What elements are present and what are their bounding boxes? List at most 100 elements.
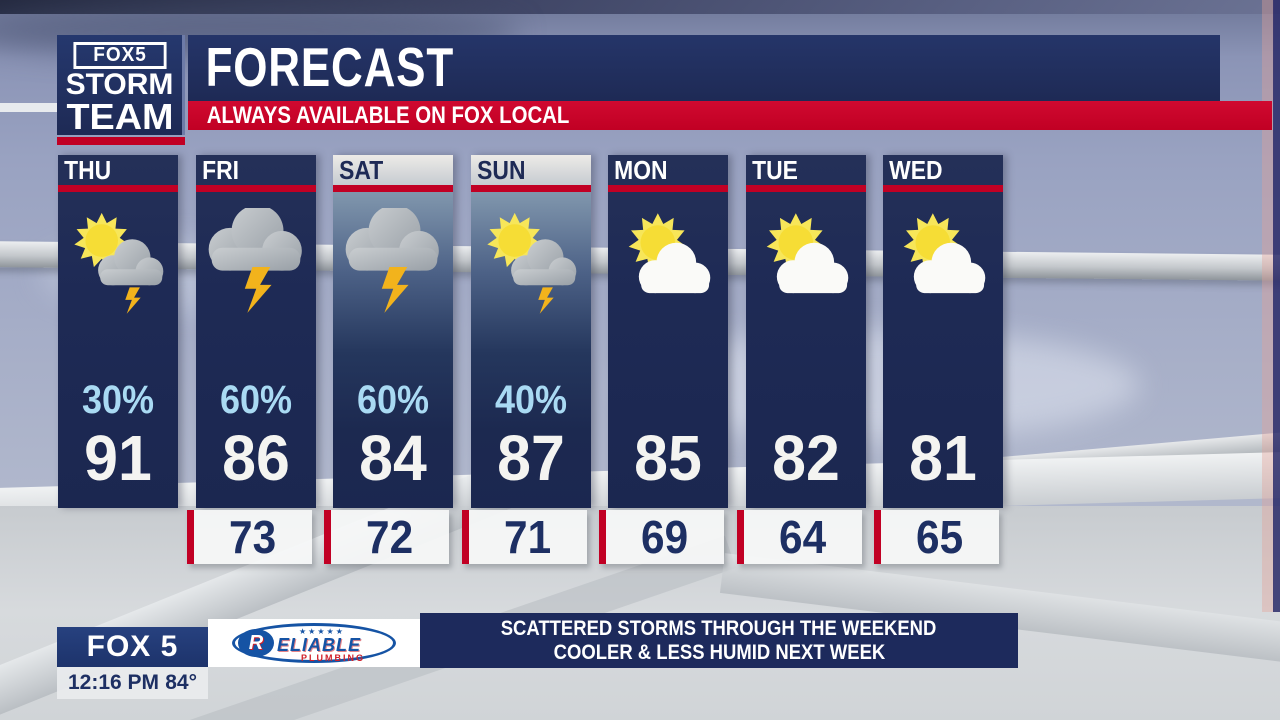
forecast-day-wed: WED 81 65 bbox=[874, 155, 1003, 564]
forecast-day-sun: SUN 40% 87 71 bbox=[461, 155, 591, 564]
partly-cloudy-icon bbox=[766, 213, 848, 294]
storm-team-logo: FOX5 STORM TEAM bbox=[57, 35, 185, 135]
station-bug: FOX 5 bbox=[57, 627, 208, 667]
sponsor-name: ELIABLE bbox=[277, 635, 362, 655]
precip-chance bbox=[752, 378, 860, 422]
day-header-redbar bbox=[195, 185, 316, 192]
screen-edge-artifact bbox=[1273, 0, 1280, 612]
sponsor-logo-oval: R ★★★★★ ELIABLE PLUMBING bbox=[232, 623, 396, 663]
storm-icon bbox=[345, 208, 439, 313]
forecast-day-tue: TUE 82 64 bbox=[736, 155, 866, 564]
day-header: SUN bbox=[470, 155, 591, 185]
weather-ticker: SCATTERED STORMS THROUGH THE WEEKEND COO… bbox=[420, 613, 1018, 668]
spacer bbox=[746, 322, 866, 378]
weather-icon-wrap bbox=[196, 192, 316, 322]
day-column: FRI 60% 86 bbox=[195, 155, 316, 508]
forecast-title-bar: FORECAST bbox=[188, 35, 1220, 101]
day-header: TUE bbox=[746, 155, 866, 185]
weather-icon-wrap bbox=[746, 192, 866, 322]
low-temp-box: 65 bbox=[874, 510, 999, 564]
spacer bbox=[58, 322, 178, 378]
day-label: WED bbox=[889, 155, 943, 185]
precip-chance: 40% bbox=[494, 378, 567, 422]
low-temp-box: 73 bbox=[186, 510, 312, 564]
low-temp-box: 64 bbox=[736, 510, 862, 564]
partly-cloudy-icon bbox=[903, 213, 986, 294]
forecast-subtitle-bar: ALWAYS AVAILABLE ON FOX LOCAL bbox=[188, 101, 1272, 130]
high-temp: 81 bbox=[909, 422, 977, 494]
low-temp-box: 72 bbox=[324, 510, 449, 564]
day-column: THU 30% 91 bbox=[58, 155, 178, 508]
time-temp-bar: 12:16 PM 84° bbox=[57, 667, 208, 699]
low-temp: 69 bbox=[641, 511, 689, 563]
sun-storm-icon bbox=[74, 212, 164, 314]
sponsor-stars: ★★★★★ bbox=[299, 627, 345, 636]
weather-icon-wrap bbox=[471, 192, 591, 322]
high-temp: 82 bbox=[771, 422, 840, 494]
precip-chance: 30% bbox=[81, 378, 155, 422]
logo-storm-text: STORM bbox=[65, 68, 174, 101]
high-temp: 87 bbox=[496, 422, 565, 494]
partly-cloudy-icon bbox=[628, 213, 711, 294]
high-temp: 86 bbox=[221, 422, 290, 494]
weather-icon-wrap bbox=[58, 192, 178, 322]
spacer bbox=[883, 322, 1003, 378]
day-header: FRI bbox=[196, 155, 316, 185]
day-label: THU bbox=[64, 155, 112, 185]
ticker-line-1: SCATTERED STORMS THROUGH THE WEEKEND bbox=[501, 616, 937, 640]
forecast-day-mon: MON 85 69 bbox=[599, 155, 728, 564]
spacer bbox=[196, 322, 316, 378]
day-header-redbar bbox=[333, 185, 453, 192]
spacer bbox=[608, 322, 728, 378]
high-temp: 84 bbox=[359, 422, 427, 494]
fox5-logo-badge: FOX5 bbox=[72, 42, 167, 69]
day-column: SUN 40% 87 bbox=[470, 155, 591, 508]
low-temp: 64 bbox=[778, 511, 827, 563]
low-temp-box: 69 bbox=[599, 510, 724, 564]
weather-icon-wrap bbox=[333, 192, 453, 322]
page-title: FORECAST bbox=[205, 36, 454, 98]
day-header-redbar bbox=[58, 185, 178, 192]
day-column: MON 85 bbox=[608, 155, 728, 508]
day-column: WED 81 bbox=[883, 155, 1003, 508]
weather-icon-wrap bbox=[883, 192, 1003, 322]
day-column: TUE 82 bbox=[745, 155, 866, 508]
storm-icon bbox=[208, 208, 302, 313]
spacer bbox=[471, 322, 591, 378]
high-temp: 91 bbox=[84, 422, 152, 494]
day-header: SAT bbox=[333, 155, 453, 185]
low-temp: 73 bbox=[228, 511, 277, 563]
day-header-redbar bbox=[745, 185, 866, 192]
day-header: THU bbox=[58, 155, 178, 185]
current-temp: 84° bbox=[165, 671, 197, 694]
day-header: MON bbox=[608, 155, 728, 185]
day-label: SAT bbox=[339, 155, 384, 185]
clock-time: 12:16 PM bbox=[68, 671, 160, 694]
day-column: SAT 60% 84 bbox=[333, 155, 453, 508]
ticker-line-2: COOLER & LESS HUMID NEXT WEEK bbox=[553, 640, 885, 664]
day-header-redbar bbox=[470, 185, 591, 192]
screen-edge-artifact bbox=[1262, 0, 1274, 612]
day-label: SUN bbox=[476, 155, 525, 185]
precip-chance bbox=[889, 378, 997, 422]
low-temp: 72 bbox=[366, 511, 414, 563]
sponsor-emblem: R bbox=[238, 629, 274, 657]
low-temp: 71 bbox=[503, 511, 552, 563]
subtitle-text: ALWAYS AVAILABLE ON FOX LOCAL bbox=[206, 102, 570, 129]
logo-team-text: TEAM bbox=[65, 96, 174, 137]
day-header-redbar bbox=[883, 185, 1003, 192]
forecast-day-sat: SAT 60% 84 72 bbox=[324, 155, 453, 564]
low-temp-box: 71 bbox=[461, 510, 587, 564]
precip-chance bbox=[614, 378, 722, 422]
logo-red-underline bbox=[57, 137, 185, 145]
day-label: FRI bbox=[201, 155, 239, 185]
day-header: WED bbox=[883, 155, 1003, 185]
forecast-day-fri: FRI 60% 86 73 bbox=[186, 155, 316, 564]
day-header-redbar bbox=[608, 185, 728, 192]
low-temp: 65 bbox=[916, 511, 964, 563]
forecast-day-thu: THU 30% 91 bbox=[58, 155, 178, 508]
sponsor-box: R ★★★★★ ELIABLE PLUMBING bbox=[208, 619, 420, 667]
day-label: MON bbox=[614, 155, 668, 185]
